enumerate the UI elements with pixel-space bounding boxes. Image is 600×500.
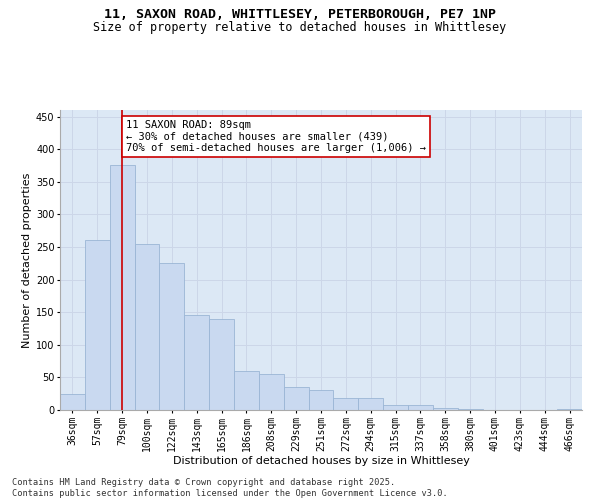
Bar	[160, 264, 184, 410]
Bar	[334, 398, 358, 410]
Text: 11, SAXON ROAD, WHITTLESEY, PETERBOROUGH, PE7 1NP: 11, SAXON ROAD, WHITTLESEY, PETERBOROUGH…	[104, 8, 496, 20]
Bar	[358, 398, 383, 410]
Bar	[209, 318, 234, 410]
Bar	[284, 387, 308, 410]
X-axis label: Distribution of detached houses by size in Whittlesey: Distribution of detached houses by size …	[173, 456, 469, 466]
Text: 11 SAXON ROAD: 89sqm
← 30% of detached houses are smaller (439)
70% of semi-deta: 11 SAXON ROAD: 89sqm ← 30% of detached h…	[126, 120, 426, 153]
Bar	[308, 390, 334, 410]
Bar	[383, 406, 408, 410]
Bar	[408, 406, 433, 410]
Text: Size of property relative to detached houses in Whittlesey: Size of property relative to detached ho…	[94, 21, 506, 34]
Y-axis label: Number of detached properties: Number of detached properties	[22, 172, 32, 348]
Bar	[184, 316, 209, 410]
Text: Contains HM Land Registry data © Crown copyright and database right 2025.
Contai: Contains HM Land Registry data © Crown c…	[12, 478, 448, 498]
Bar	[134, 244, 160, 410]
Bar	[234, 371, 259, 410]
Bar	[110, 166, 134, 410]
Bar	[433, 408, 458, 410]
Bar	[85, 240, 110, 410]
Bar	[60, 394, 85, 410]
Bar	[259, 374, 284, 410]
